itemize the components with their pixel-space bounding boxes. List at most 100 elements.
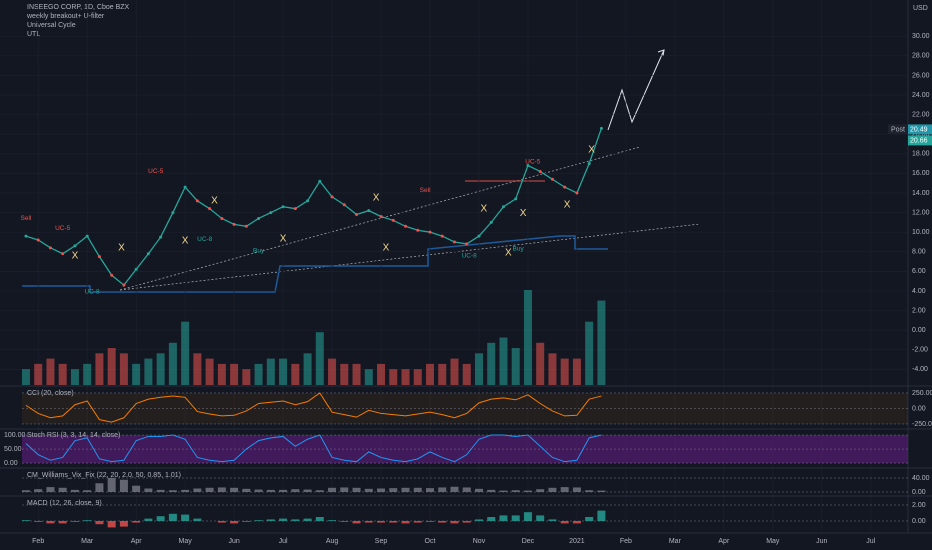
x-tick-label: Sep (375, 538, 388, 545)
currency: USD (913, 5, 928, 12)
price-point (293, 207, 297, 211)
volume-bar (450, 358, 459, 385)
price-point (587, 162, 591, 166)
volume-bar (340, 363, 349, 385)
price-point (367, 209, 371, 213)
volume-bar (242, 369, 251, 385)
indicator-bar (107, 478, 116, 492)
indicator-bar (560, 521, 569, 524)
indicator-bar (474, 488, 483, 492)
indicator-bar (119, 479, 128, 492)
price-point (575, 191, 579, 195)
price-point (24, 234, 28, 238)
x-tick-label: Dec (522, 538, 535, 545)
price-point (404, 224, 408, 228)
price-point (330, 195, 334, 199)
signal-label: X (505, 247, 512, 258)
price-point (440, 234, 444, 238)
indicator-bar (377, 488, 386, 492)
indicator-bar (536, 515, 545, 521)
x-tick-label: Jul (279, 538, 288, 545)
x-tick-label: Aug (326, 538, 339, 545)
indicator-bar (340, 521, 349, 522)
indicator-bar (315, 517, 324, 521)
indicator-line (25, 392, 602, 423)
indicator-bar (266, 489, 275, 492)
volume-bar (217, 363, 226, 385)
volume-bar (438, 363, 447, 385)
volume-bar (474, 353, 483, 385)
y-tick-label: 2.00 (912, 307, 926, 314)
indicator-bar (389, 521, 398, 523)
volume-bar (597, 300, 606, 385)
indicator-bar (401, 521, 410, 524)
indicator-bar (413, 521, 422, 523)
y-tick-label: 50.00 (4, 446, 22, 453)
signal-label: X (182, 236, 189, 247)
y-tick-label: 24.00 (912, 92, 930, 99)
y-tick-label: 12.00 (912, 209, 930, 216)
indicator-bar (438, 521, 447, 523)
volume-bar (168, 342, 177, 385)
indicator-bar (95, 521, 104, 525)
indicator-bar (242, 488, 251, 492)
price-point (428, 230, 432, 234)
indicator-bar (34, 489, 43, 492)
indicator-bar (107, 521, 116, 528)
signal-label: X (72, 250, 79, 261)
price-point (342, 203, 346, 207)
signal-label: UC-8 (84, 289, 100, 296)
volume-bar (279, 358, 288, 385)
x-tick-label: Feb (620, 538, 632, 545)
price-point (48, 246, 52, 250)
indicator-bar (462, 487, 471, 492)
indicator-bar (83, 520, 92, 521)
indicator-bar (168, 513, 177, 521)
price-point (61, 252, 65, 256)
volume-bar (144, 358, 153, 385)
indicator-bar (70, 521, 79, 522)
indicator-bar (438, 487, 447, 492)
volume-bar (193, 353, 202, 385)
volume-bar (95, 353, 104, 385)
x-tick-label: Nov (473, 538, 486, 545)
y-tick-label: 18.00 (912, 151, 930, 158)
x-tick-label: Apr (131, 538, 143, 545)
indicator-bar (474, 519, 483, 521)
y-tick-label: 26.00 (912, 72, 930, 79)
utl-line (22, 235, 608, 293)
indicator-bar (156, 489, 165, 492)
indicator-bar (523, 512, 532, 521)
y-tick-label: 0.00 (912, 327, 926, 334)
indicator-bar (83, 490, 92, 492)
indicator-bar (572, 521, 581, 524)
volume-bar (389, 369, 398, 385)
volume-bar (181, 321, 190, 385)
volume-bar (205, 358, 214, 385)
indicator-bar (119, 521, 128, 527)
price-point (379, 215, 383, 219)
indicator-bar (389, 488, 398, 492)
last-close: 20.66 (910, 137, 928, 144)
price-point (501, 205, 505, 209)
signal-label: X (481, 203, 488, 214)
x-tick-label: Jul (866, 538, 875, 545)
signal-label: UC-5 (148, 168, 164, 175)
signal-label: UC-5 (525, 158, 541, 165)
indicator-bar (548, 519, 557, 521)
volume-bar (585, 321, 594, 385)
indicator-bar (352, 487, 361, 492)
indicator-bar (585, 517, 594, 521)
price-point (73, 244, 77, 248)
y-tick-label: 30.00 (912, 33, 930, 40)
indicator-title: CCI (20, close) (27, 390, 74, 397)
indicator-bar (266, 519, 275, 521)
indicator-bar (340, 487, 349, 492)
indicator-bar (132, 485, 141, 492)
price-point (489, 220, 493, 224)
signal-label: X (588, 145, 595, 156)
indicator-bar (499, 490, 508, 492)
indicator-bar (585, 490, 594, 492)
price-point (514, 197, 518, 201)
signal-label: X (280, 234, 287, 245)
